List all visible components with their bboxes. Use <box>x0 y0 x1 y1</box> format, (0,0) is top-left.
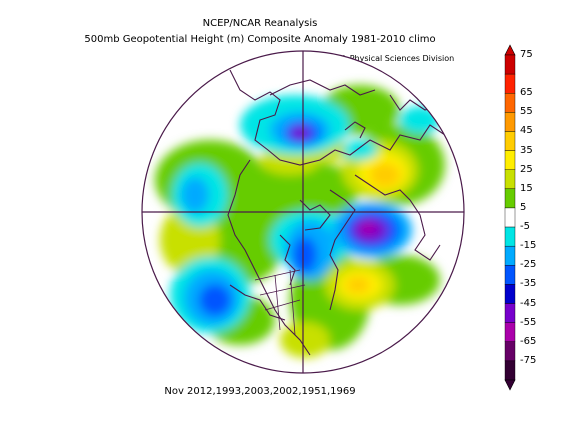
colorbar-tick-label: -5 <box>520 221 530 233</box>
colorbar-swatch <box>504 93 516 113</box>
colorbar-tick-label: 75 <box>520 49 533 60</box>
colorbar-tick-label: 45 <box>520 125 533 137</box>
colorbar-swatch <box>504 265 516 285</box>
colorbar-tick-label: 25 <box>520 163 533 175</box>
colorbar-swatch <box>504 169 516 190</box>
colorbar-swatch <box>504 131 516 151</box>
colorbar-tick-label: -65 <box>520 335 537 347</box>
colorbar-tick-label: 65 <box>520 87 533 99</box>
colorbar-max-arrow <box>504 44 516 56</box>
colorbar-swatch <box>504 360 516 381</box>
colorbar-swatch <box>504 150 516 170</box>
colorbar-swatch <box>504 284 516 304</box>
colorbar-swatch <box>504 226 516 247</box>
composite-years: Nov 2012,1993,2003,2002,1951,1969 <box>164 386 356 397</box>
colorbar-swatch <box>504 54 516 75</box>
colorbar-swatch <box>504 73 516 94</box>
colorbar-tick-label: -75 <box>520 354 537 366</box>
colorbar-tick-label: 15 <box>520 182 533 194</box>
colorbar-tick-label: -25 <box>520 259 537 271</box>
colorbar-swatch <box>504 112 516 132</box>
colorbar-tick-label: -55 <box>520 316 537 328</box>
map-subtitle: 500mb Geopotential Height (m) Composite … <box>84 34 436 45</box>
colorbar <box>504 44 516 391</box>
colorbar-swatch <box>504 303 516 323</box>
map-title: NCEP/NCAR Reanalysis <box>202 18 318 29</box>
colorbar-tick-label: -45 <box>520 297 537 309</box>
colorbar-swatch <box>504 245 516 266</box>
coastlines <box>227 69 446 356</box>
colorbar-swatch <box>504 188 516 209</box>
colorbar-tick-label: -15 <box>520 240 537 252</box>
colorbar-swatch <box>504 341 516 362</box>
credit-label: NOAA/ESRL Physical Sciences Division <box>301 54 455 63</box>
colorbar-tick-label: 5 <box>520 201 527 213</box>
colorbar-tick-label: 35 <box>520 144 533 156</box>
colorbar-swatch <box>504 207 516 228</box>
colorbar-min-arrow <box>504 379 516 391</box>
colorbar-swatch <box>504 322 516 342</box>
colorbar-tick-label: -35 <box>520 278 537 290</box>
colorbar-tick-label: 55 <box>520 106 533 118</box>
